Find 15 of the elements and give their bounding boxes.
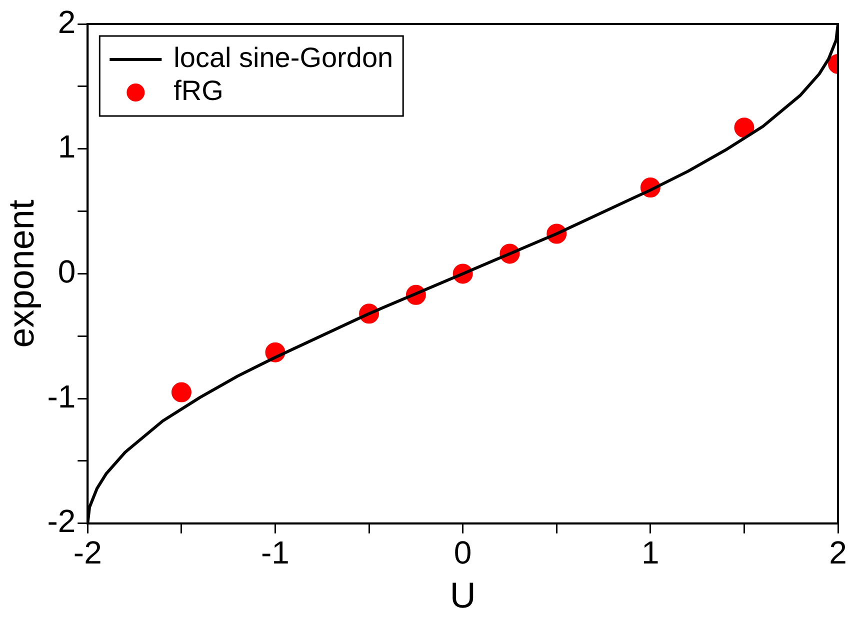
x-tick-label: 1 [642,534,660,570]
legend-label: local sine-Gordon [174,42,394,74]
x-tick-label: 0 [454,534,472,570]
y-tick-label: -1 [47,378,76,414]
point [171,382,192,402]
y-tick-label: 1 [58,128,76,165]
x-tick-label: -1 [261,534,290,570]
y-tick-label: 0 [58,254,76,290]
legend-label: fRG [174,75,224,106]
x-tick-label: 2 [829,534,847,570]
point [734,118,754,138]
y-tick-label: 2 [58,4,76,40]
x-axis-title: U [450,574,476,616]
y-tick-label: -2 [47,503,76,540]
y-axis-title: exponent [0,200,42,348]
